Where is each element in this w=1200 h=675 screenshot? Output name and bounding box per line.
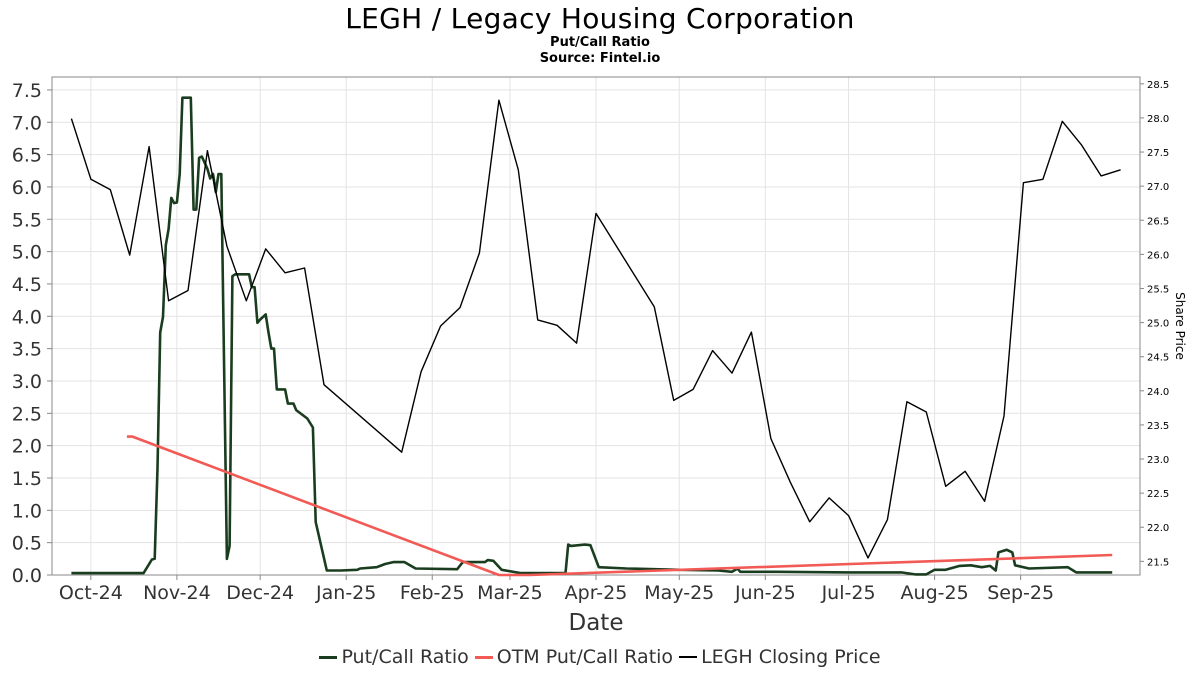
left-tick-label: 1.5 (12, 468, 42, 490)
left-tick-label: 3.5 (12, 339, 42, 361)
x-tick-label: Aug-25 (901, 582, 969, 604)
legend: Put/Call Ratio OTM Put/Call Ratio LEGH C… (0, 646, 1200, 668)
left-tick-label: 4.5 (12, 274, 42, 296)
right-tick-label: 27.0 (1147, 182, 1169, 193)
right-tick-label: 26.0 (1147, 250, 1169, 261)
right-tick-label: 21.5 (1147, 557, 1169, 568)
closing-price-line (70, 99, 1121, 559)
left-tick-label: 0.5 (12, 533, 42, 555)
x-tick-label: Jun-25 (734, 582, 796, 604)
right-y-axis: 21.5 22.0 22.5 23.0 23.5 24.0 24.5 25.0 25.5 26.0… (1140, 80, 1169, 568)
series-layer (70, 96, 1121, 577)
legend-item-closing-price: LEGH Closing Price (679, 646, 881, 668)
right-tick-label: 24.5 (1147, 353, 1169, 364)
x-tick-label: Oct-24 (59, 582, 123, 604)
left-tick-label: 1.0 (12, 500, 42, 522)
legend-label-price: LEGH Closing Price (701, 646, 881, 668)
x-tick-label: Mar-25 (477, 582, 543, 604)
right-axis-label: Share Price (1173, 292, 1187, 360)
x-tick-label: Dec-24 (226, 582, 294, 604)
otm-put-call-ratio-line (126, 435, 1113, 577)
left-tick-label: 6.5 (12, 145, 42, 167)
left-tick-label: 5.0 (12, 242, 42, 264)
x-tick-label: Apr-25 (565, 582, 628, 604)
left-tick-label: 2.5 (12, 403, 42, 425)
left-tick-label: 4.0 (12, 306, 42, 328)
right-tick-label: 22.5 (1147, 489, 1169, 500)
left-tick-label: 0.0 (12, 565, 42, 587)
left-tick-label: 3.0 (12, 371, 42, 393)
left-tick-label: 7.5 (12, 80, 42, 102)
legend-item-otm-put-call: OTM Put/Call Ratio (474, 646, 674, 668)
x-tick-label: May-25 (644, 582, 714, 604)
left-tick-label: 2.0 (12, 436, 42, 458)
chart-subtitle: Put/Call Ratio (550, 35, 650, 50)
right-tick-label: 24.0 (1147, 387, 1169, 398)
x-tick-label: Jan-25 (315, 582, 376, 604)
left-tick-label: 6.0 (12, 177, 42, 199)
left-tick-label: 7.0 (12, 112, 42, 134)
x-axis-label: Date (569, 610, 624, 636)
legend-swatch-price (679, 656, 698, 658)
right-tick-label: 23.0 (1147, 455, 1169, 466)
right-tick-label: 22.0 (1147, 523, 1169, 534)
right-tick-label: 26.5 (1147, 216, 1169, 227)
right-tick-label: 25.0 (1147, 319, 1169, 330)
legend-label-put-call: Put/Call Ratio (341, 646, 469, 668)
legend-label-otm: OTM Put/Call Ratio (496, 646, 674, 668)
legend-item-put-call: Put/Call Ratio (319, 646, 469, 668)
left-tick-label: 5.5 (12, 209, 42, 231)
grid (52, 77, 1140, 576)
right-tick-label: 28.0 (1147, 114, 1169, 125)
x-tick-label: Sep-25 (987, 582, 1054, 604)
right-tick-label: 28.5 (1147, 80, 1169, 91)
x-tick-label: Feb-25 (400, 582, 465, 604)
x-axis: Oct-24 Nov-24 Dec-24 Jan-25 Feb-25 Mar-25 Apr-… (59, 575, 1054, 604)
x-tick-label: Nov-24 (143, 582, 211, 604)
chart-source: Source: Fintel.io (539, 51, 661, 66)
left-y-axis: 0.0 0.5 1.0 1.5 2.0 2.5 3.0 3.5 4.0 4.5 5.0 5.5 6.0 6… (12, 80, 52, 587)
legend-swatch-put-call (319, 655, 338, 659)
chart-title: LEGH / Legacy Housing Corporation (345, 2, 855, 35)
right-tick-label: 25.5 (1147, 284, 1169, 295)
legend-swatch-otm (474, 655, 493, 659)
right-tick-label: 23.5 (1147, 421, 1169, 432)
x-tick-label: Jul-25 (821, 582, 876, 604)
right-tick-label: 27.5 (1147, 148, 1169, 159)
put-call-ratio-line (71, 96, 1113, 576)
